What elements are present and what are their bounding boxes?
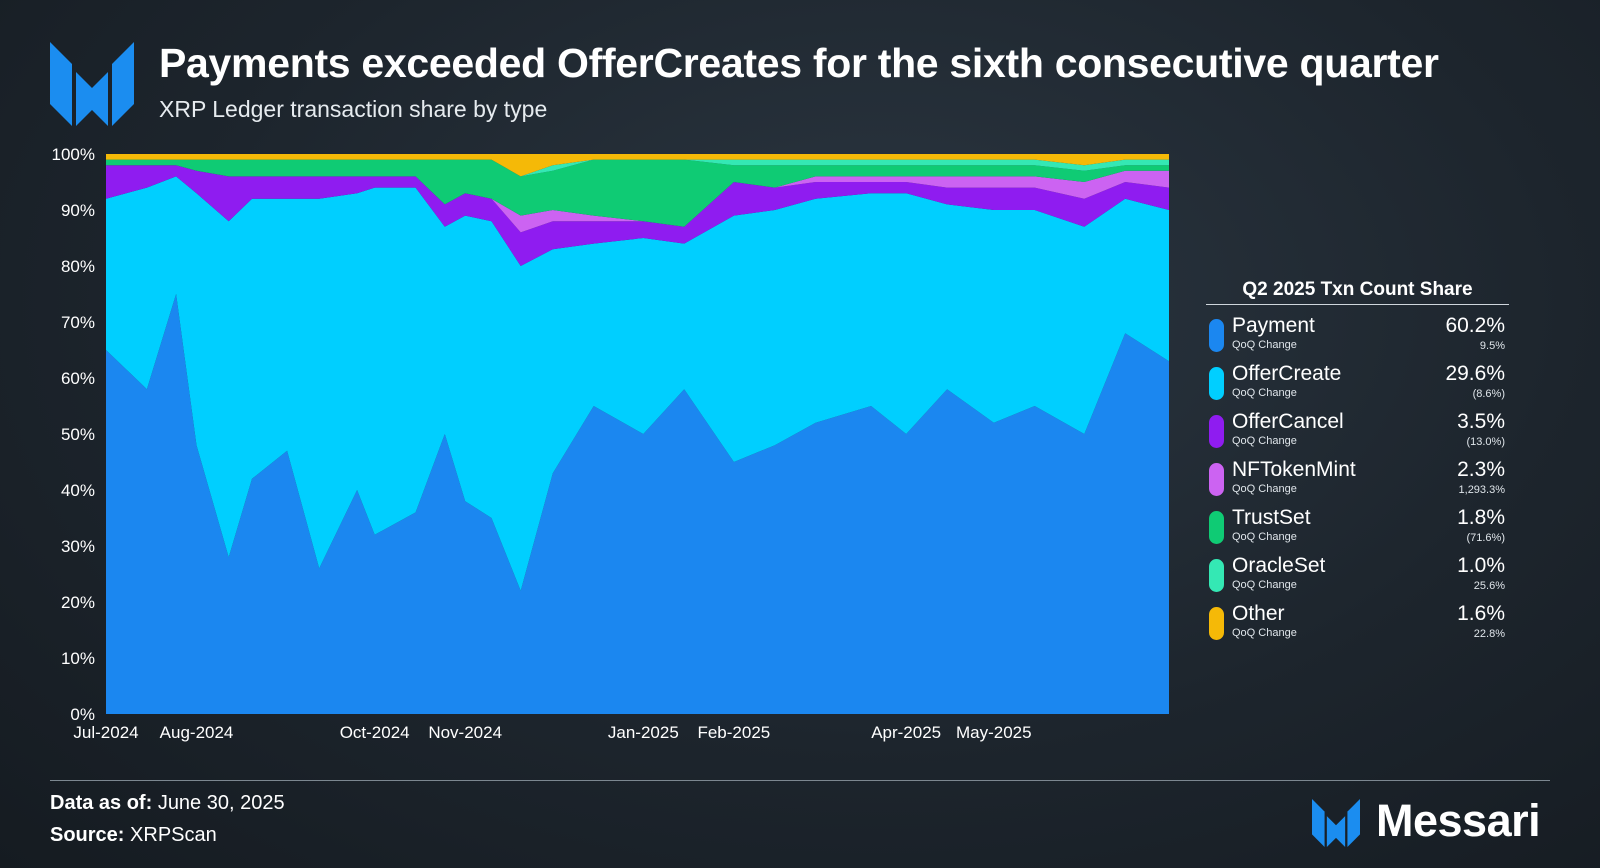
y-tick-label: 100% [52, 145, 95, 164]
legend-qoq-change: 25.6% [1473, 580, 1505, 592]
area-layer [106, 154, 1169, 714]
chart-subtitle: XRP Ledger transaction share by type [159, 96, 548, 122]
legend-share-value: 1.8% [1457, 506, 1505, 529]
legend-swatch [1209, 511, 1224, 544]
legend-series-name: OfferCreate [1232, 362, 1342, 385]
legend-series-name: OfferCancel [1232, 410, 1344, 433]
legend-qoq-change: (13.0%) [1466, 436, 1505, 448]
y-tick-label: 90% [61, 201, 95, 220]
data-date-label: Data as of: [50, 792, 153, 814]
area-series-offercreate [106, 176, 1169, 591]
x-tick-label: Apr-2025 [871, 723, 941, 742]
area-series-trustset [106, 159, 1169, 227]
data-date-note: Data as of: June 30, 2025 [50, 792, 285, 815]
area-series-oracleset [106, 159, 1169, 177]
legend-item-payment: Payment QoQ Change 60.2% 9.5% [1206, 310, 1509, 358]
x-tick-label: Aug-2024 [160, 723, 234, 742]
legend-qoq-change: 9.5% [1479, 340, 1505, 352]
y-tick-label: 50% [61, 425, 95, 444]
legend-change-label: QoQ Change [1232, 387, 1297, 399]
legend-share-value: 3.5% [1457, 410, 1505, 433]
x-tick-label: Jul-2024 [73, 723, 138, 742]
y-tick-label: 70% [61, 313, 95, 332]
brand-name: Messari [1376, 795, 1541, 846]
legend-change-label: QoQ Change [1232, 627, 1297, 639]
chart-title: Payments exceeded OfferCreates for the s… [159, 40, 1439, 86]
y-tick-label: 40% [61, 481, 95, 500]
footer-divider [50, 780, 1550, 781]
legend-share-value: 2.3% [1457, 458, 1505, 481]
x-tick-label: Jan-2025 [608, 723, 679, 742]
legend-share-value: 29.6% [1445, 362, 1505, 385]
x-tick-label: Feb-2025 [697, 723, 770, 742]
legend-share-value: 1.6% [1457, 602, 1505, 625]
legend-series-name: OracleSet [1232, 554, 1326, 577]
messari-logo-icon [50, 42, 134, 126]
legend-qoq-change: 22.8% [1473, 628, 1505, 640]
x-axis: Jul-2024 Aug-2024 Oct-2024 Nov-2024 Jan-2025… [73, 723, 1031, 742]
legend-swatch [1209, 367, 1224, 400]
legend-item-offercreate: OfferCreate QoQ Change 29.6% (8.6%) [1206, 358, 1509, 406]
legend-change-label: QoQ Change [1232, 483, 1297, 495]
source-value: XRPScan [130, 824, 217, 846]
legend-title: Q2 2025 Txn Count Share [1206, 279, 1509, 305]
legend-change-label: QoQ Change [1232, 435, 1297, 447]
legend-share-value: 60.2% [1445, 314, 1505, 337]
area-series-other [106, 154, 1169, 177]
legend-swatch [1209, 319, 1224, 352]
data-date-value: June 30, 2025 [157, 792, 285, 814]
legend-swatch [1209, 415, 1224, 448]
legend-qoq-change: 1,293.3% [1458, 484, 1505, 496]
legend: Q2 2025 Txn Count Share Payment QoQ Chang… [1206, 279, 1509, 646]
legend-change-label: QoQ Change [1232, 339, 1297, 351]
legend-qoq-change: (71.6%) [1466, 532, 1505, 544]
legend-series-name: NFTokenMint [1232, 458, 1356, 481]
legend-series-name: Other [1232, 602, 1285, 625]
legend-item-offercancel: OfferCancel QoQ Change 3.5% (13.0%) [1206, 406, 1509, 454]
legend-swatch [1209, 559, 1224, 592]
y-tick-label: 30% [61, 537, 95, 556]
legend-series-name: Payment [1232, 314, 1315, 337]
legend-item-other: Other QoQ Change 1.6% 22.8% [1206, 598, 1509, 646]
messari-m-icon [1312, 799, 1360, 847]
source-label: Source: [50, 824, 125, 846]
legend-share-value: 1.0% [1457, 554, 1505, 577]
legend-item-trustset: TrustSet QoQ Change 1.8% (71.6%) [1206, 502, 1509, 550]
y-tick-label: 60% [61, 369, 95, 388]
brand-logo: Messari [1312, 795, 1552, 847]
legend-swatch [1209, 607, 1224, 640]
y-tick-label: 10% [61, 649, 95, 668]
legend-series-name: TrustSet [1232, 506, 1311, 529]
legend-item-nftokenmint: NFTokenMint QoQ Change 2.3% 1,293.3% [1206, 454, 1509, 502]
area-series-offercancel [106, 165, 1169, 266]
area-series-nftokenmint [106, 165, 1169, 233]
legend-change-label: QoQ Change [1232, 579, 1297, 591]
y-tick-label: 0% [70, 705, 95, 724]
legend-qoq-change: (8.6%) [1472, 388, 1505, 400]
legend-swatch [1209, 463, 1224, 496]
x-tick-label: May-2025 [956, 723, 1032, 742]
legend-change-label: QoQ Change [1232, 531, 1297, 543]
y-axis: 0% 10% 20% 30% 40% 50% 60% 70% 80% 90% 100% [52, 145, 95, 724]
x-tick-label: Oct-2024 [340, 723, 410, 742]
area-series-payment [106, 294, 1169, 714]
y-tick-label: 80% [61, 257, 95, 276]
source-note: Source: XRPScan [50, 824, 217, 847]
x-tick-label: Nov-2024 [428, 723, 502, 742]
legend-item-oracleset: OracleSet QoQ Change 1.0% 25.6% [1206, 550, 1509, 598]
y-tick-label: 20% [61, 593, 95, 612]
